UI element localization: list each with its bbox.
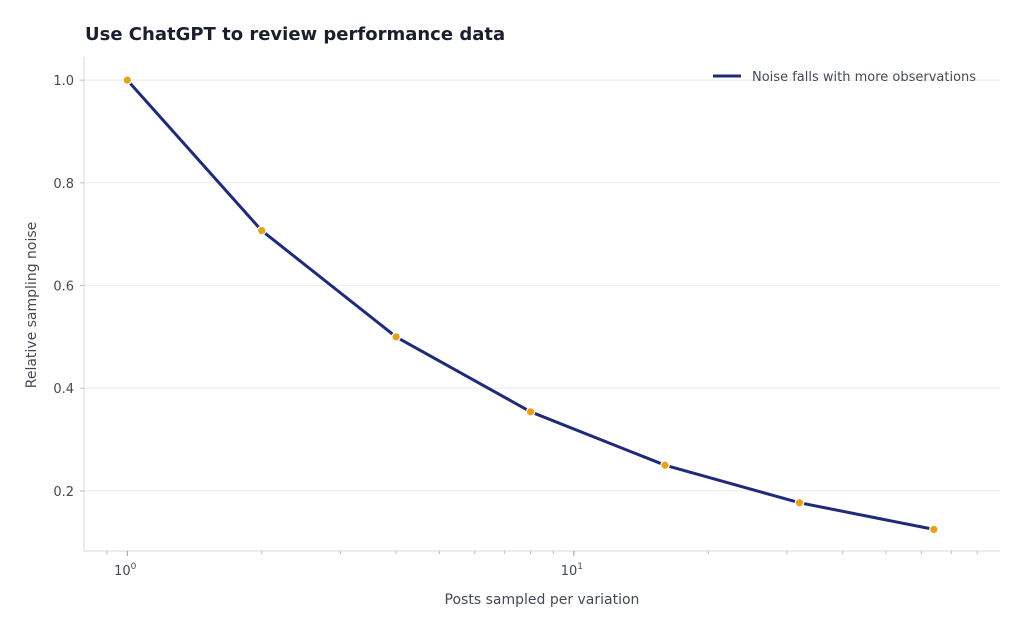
chart-title: Use ChatGPT to review performance data [85, 24, 505, 45]
x-axis-ticks: 100 101 [106, 551, 978, 579]
x-axis-label: Posts sampled per variation [445, 592, 640, 608]
legend: Noise falls with more observations [713, 70, 976, 85]
data-point [256, 225, 267, 236]
y-tick-label: 0.4 [53, 382, 74, 397]
y-tick-label: 1.0 [53, 74, 74, 89]
data-point [929, 524, 939, 535]
data-point [391, 332, 401, 342]
y-tick-label: 0.6 [53, 280, 74, 295]
y-axis-label: Relative sampling noise [24, 222, 40, 389]
data-point [660, 460, 670, 471]
data-point [525, 407, 536, 417]
plot-area [122, 75, 939, 535]
y-tick-label: 0.8 [53, 177, 74, 192]
legend-label: Noise falls with more observations [752, 70, 976, 85]
x-tick-label: 100 [114, 562, 137, 579]
data-point [794, 497, 805, 508]
gridlines [84, 79, 1000, 492]
data-point [122, 75, 133, 85]
y-tick-label: 0.2 [53, 485, 74, 500]
series-line [126, 79, 935, 531]
x-tick-label: 101 [561, 562, 583, 579]
y-axis-ticks: 0.2 0.4 0.6 0.8 1.0 [53, 74, 84, 500]
